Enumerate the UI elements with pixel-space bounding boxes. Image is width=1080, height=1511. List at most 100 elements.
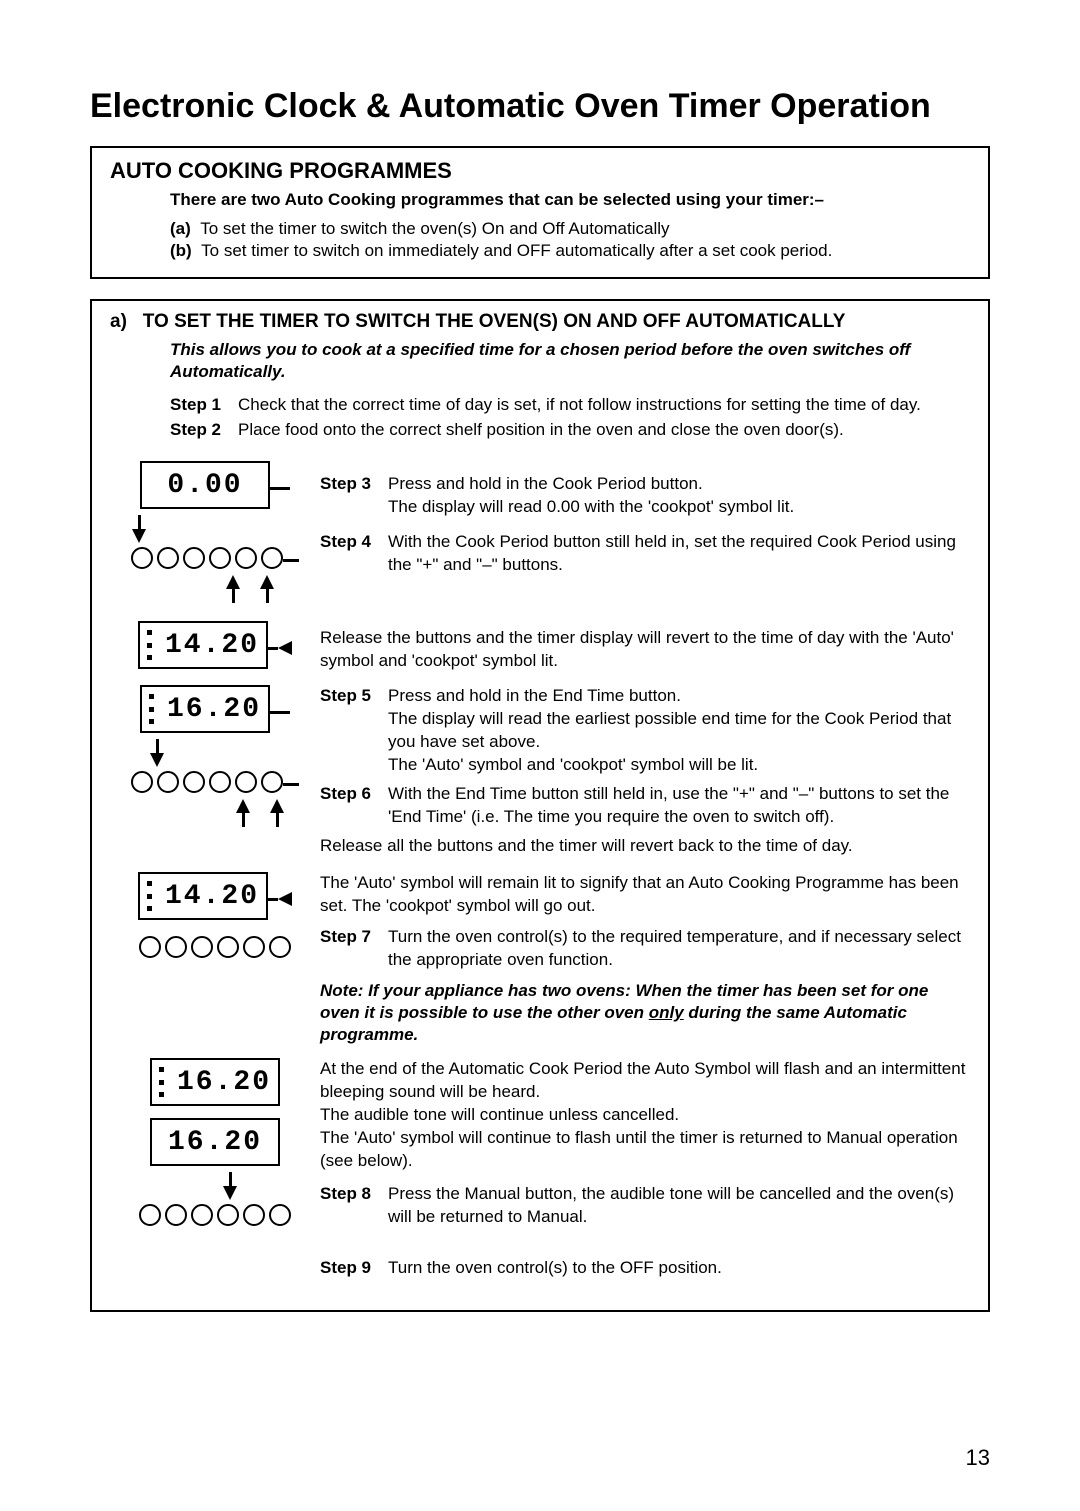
knob-icon	[157, 547, 179, 569]
block-4: 14.20 The 'Auto' symbol will remain lit …	[110, 872, 970, 1056]
knob-icon	[131, 547, 153, 569]
step-1: Step 1 Check that the correct time of da…	[170, 394, 970, 417]
step7-text: Turn the oven control(s) to the required…	[388, 926, 970, 972]
knob-icon	[191, 936, 213, 958]
page-title: Electronic Clock & Automatic Oven Timer …	[90, 85, 990, 128]
step6-label: Step 6	[320, 783, 388, 806]
step-7: Step 7 Turn the oven control(s) to the r…	[320, 926, 970, 972]
step8-text: Press the Manual button, the audible ton…	[388, 1183, 970, 1229]
step-5: Step 5 Press and hold in the End Time bu…	[320, 685, 970, 777]
knob-icon	[217, 1204, 239, 1226]
auto-heading: AUTO COOKING PROGRAMMES	[110, 158, 970, 184]
step-8: Step 8 Press the Manual button, the audi…	[320, 1183, 970, 1229]
auto-symbol-icon	[149, 694, 161, 724]
block-5: 16.20 16.20 At the end of the Automatic …	[110, 1058, 970, 1233]
knob-icon	[191, 1204, 213, 1226]
knob-icon	[261, 547, 283, 569]
knob-icon	[139, 936, 161, 958]
step5-text: Press and hold in the End Time button. T…	[388, 685, 970, 777]
diagram-1: 0.00	[110, 461, 320, 603]
diagram-3: 16.20	[110, 685, 320, 827]
subhead-text: TO SET THE TIMER TO SWITCH THE OVEN(S) O…	[143, 311, 846, 332]
step9-label: Step 9	[320, 1257, 388, 1280]
instructions-box: a) TO SET THE TIMER TO SWITCH THE OVEN(S…	[90, 299, 990, 1311]
label-a: (a)	[170, 219, 191, 238]
lcd-16-20-c: 16.20	[150, 1118, 280, 1166]
release-1: Release the buttons and the timer displa…	[320, 627, 970, 673]
knob-row-2	[131, 771, 283, 793]
lcd2-text: 14.20	[165, 630, 259, 661]
release-3: The 'Auto' symbol will remain lit to sig…	[320, 872, 970, 918]
step5-label: Step 5	[320, 685, 388, 708]
page-number: 13	[966, 1445, 990, 1471]
text-a: To set the timer to switch the oven(s) O…	[200, 219, 669, 238]
text-block-4: The 'Auto' symbol will remain lit to sig…	[320, 872, 970, 1056]
lcd-14-20-a: 14.20	[138, 621, 268, 669]
knob-icon	[209, 771, 231, 793]
step8-label: Step 8	[320, 1183, 388, 1206]
diagram-5: 16.20 16.20	[110, 1058, 320, 1230]
auto-symbol-icon	[147, 630, 159, 660]
lcd-16-20-a: 16.20	[140, 685, 270, 733]
lcd5b-text: 16.20	[168, 1127, 262, 1158]
block-1: 0.00 Step 3 Press and hold in the Cook P…	[110, 461, 970, 603]
knob-icon	[183, 771, 205, 793]
knob-row-1	[131, 547, 283, 569]
text-block-1: Step 3 Press and hold in the Cook Period…	[320, 461, 970, 603]
step3-label: Step 3	[320, 473, 388, 496]
knob-icon	[269, 936, 291, 958]
step-3: Step 3 Press and hold in the Cook Period…	[320, 473, 970, 519]
knob-icon	[243, 936, 265, 958]
step2-label: Step 2	[170, 419, 238, 442]
auto-option-b: (b) To set timer to switch on immediatel…	[170, 240, 970, 263]
step-4: Step 4 With the Cook Period button still…	[320, 531, 970, 577]
knob-icon	[235, 771, 257, 793]
auto-symbol-icon	[147, 881, 159, 911]
release-2: Release all the buttons and the timer wi…	[320, 835, 970, 858]
step-6: Step 6 With the End Time button still he…	[320, 783, 970, 829]
knob-icon	[217, 936, 239, 958]
step1-text: Check that the correct time of day is se…	[238, 394, 921, 417]
label-b: (b)	[170, 241, 192, 260]
note-underline: only	[649, 1003, 684, 1022]
knob-row-3	[139, 936, 291, 958]
lcd5a-text: 16.20	[177, 1067, 271, 1098]
knob-icon	[235, 547, 257, 569]
block-2: 14.20 Release the buttons and the timer …	[110, 621, 970, 675]
instructions-italic: This allows you to cook at a specified t…	[170, 339, 940, 383]
instructions-subhead: a) TO SET THE TIMER TO SWITCH THE OVEN(S…	[110, 311, 970, 333]
block-3: 16.20 Step 5 Press and hold in the End T…	[110, 685, 970, 864]
end-para: At the end of the Automatic Cook Period …	[320, 1058, 970, 1173]
step1-label: Step 1	[170, 394, 238, 417]
step7-label: Step 7	[320, 926, 388, 949]
block-6: Step 9 Turn the oven control(s) to the O…	[110, 1257, 970, 1284]
auto-intro: There are two Auto Cooking programmes th…	[170, 190, 970, 210]
text-b: To set timer to switch on immediately an…	[201, 241, 832, 260]
lcd3-text: 16.20	[167, 694, 261, 725]
text-block-3: Step 5 Press and hold in the End Time bu…	[320, 685, 970, 864]
step4-label: Step 4	[320, 531, 388, 554]
auto-symbol-icon	[159, 1067, 171, 1097]
knob-icon	[209, 547, 231, 569]
step3-text: Press and hold in the Cook Period button…	[388, 473, 970, 519]
subhead-prefix: a)	[110, 311, 127, 332]
step-2: Step 2 Place food onto the correct shelf…	[170, 419, 970, 442]
step6-text: With the End Time button still held in, …	[388, 783, 970, 829]
lcd1-text: 0.00	[167, 470, 242, 501]
lcd-0-00: 0.00	[140, 461, 270, 509]
knob-icon	[269, 1204, 291, 1226]
auto-option-a: (a) To set the timer to switch the oven(…	[170, 218, 970, 241]
knob-icon	[183, 547, 205, 569]
knob-icon	[165, 1204, 187, 1226]
step-9: Step 9 Turn the oven control(s) to the O…	[320, 1257, 970, 1280]
two-oven-note: Note: If your appliance has two ovens: W…	[320, 980, 970, 1046]
diagram-4: 14.20	[110, 872, 320, 962]
knob-icon	[157, 771, 179, 793]
step4-text: With the Cook Period button still held i…	[388, 531, 970, 577]
knob-row-4	[139, 1204, 291, 1226]
lcd-16-20-b: 16.20	[150, 1058, 280, 1106]
knob-icon	[131, 771, 153, 793]
text-block-6: Step 9 Turn the oven control(s) to the O…	[320, 1257, 970, 1284]
diagram-2: 14.20	[110, 621, 320, 675]
auto-cooking-box: AUTO COOKING PROGRAMMES There are two Au…	[90, 146, 990, 280]
